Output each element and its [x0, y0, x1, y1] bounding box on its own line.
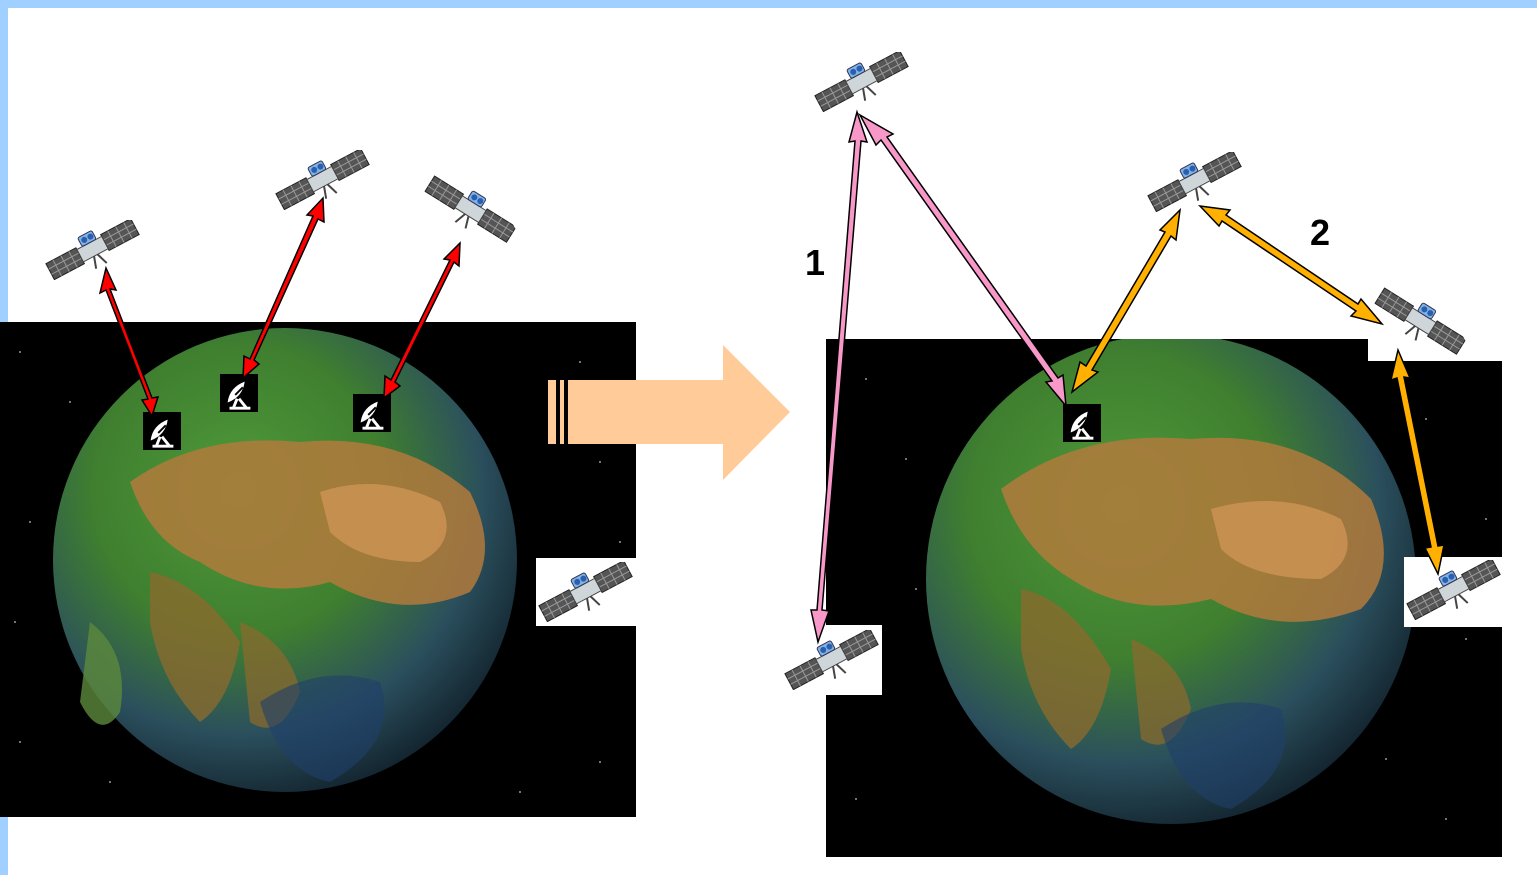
- earth-globe: [926, 339, 1416, 824]
- satellite-icon: [1404, 560, 1504, 620]
- ground-station-icon: [1061, 404, 1103, 442]
- satellite-icon: [419, 151, 521, 269]
- right-earth-scene: [826, 339, 1502, 857]
- direct-link-arrows: [98, 196, 461, 418]
- ground-station-icon: [351, 394, 393, 432]
- satellite-icon: [782, 630, 882, 690]
- satellite-icon: [43, 220, 143, 280]
- ground-station-icon: [218, 374, 260, 412]
- path-1-label: 1: [805, 242, 825, 283]
- satellite-icon: [1145, 152, 1245, 212]
- transition-arrow: [548, 345, 790, 480]
- satellite-icon: [812, 52, 912, 112]
- relay-path-1: [810, 109, 1067, 645]
- right-scene-notch-top: [1368, 339, 1502, 361]
- satellite-icon: [536, 562, 636, 622]
- right-starfield: [855, 339, 1487, 824]
- path-2-label: 2: [1310, 212, 1330, 253]
- ground-station-icon: [141, 412, 183, 450]
- relay-path-2: [1070, 204, 1445, 577]
- frame-top-border: [0, 0, 1537, 8]
